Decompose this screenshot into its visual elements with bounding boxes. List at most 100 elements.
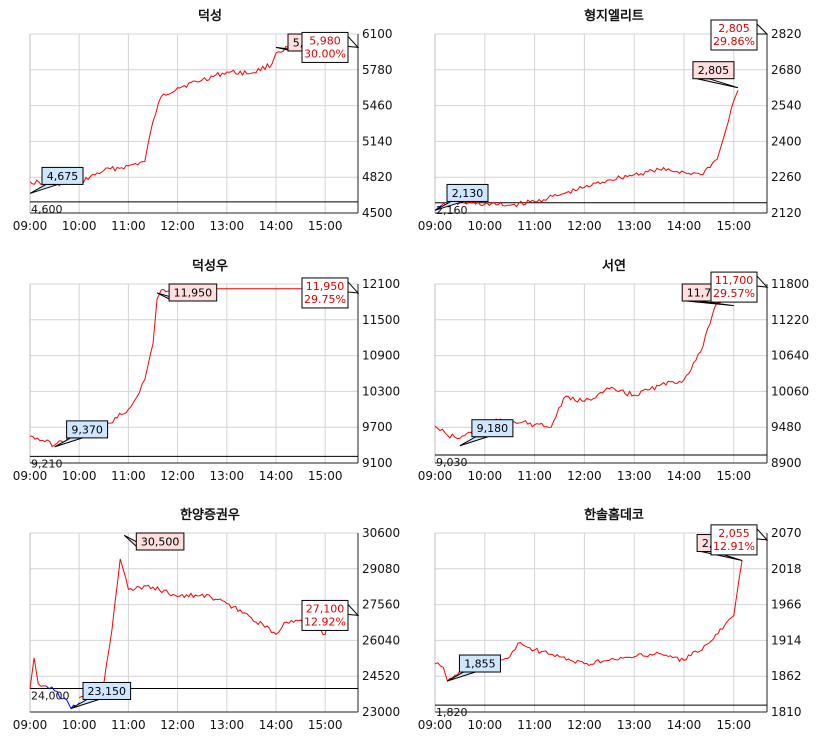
y-tick-label: 2260 — [771, 170, 802, 184]
x-tick-label: 14:00 — [667, 718, 702, 732]
x-tick-label: 11:00 — [111, 219, 146, 233]
x-tick-label: 10:00 — [62, 718, 97, 732]
callout-label: 23,150 — [88, 685, 127, 698]
price-tag-price: 11,950 — [306, 280, 345, 293]
y-tick-label: 4820 — [362, 170, 393, 184]
y-tick-label: 2680 — [771, 63, 802, 77]
callout-label: 1,855 — [464, 658, 496, 671]
x-tick-label: 09:00 — [418, 469, 453, 483]
price-tag-price: 27,100 — [306, 602, 345, 615]
x-tick-label: 11:00 — [517, 469, 552, 483]
callout-label: 11,950 — [174, 287, 213, 300]
chart-title: 덕성 — [198, 8, 222, 24]
price-tag-pointer — [756, 22, 769, 35]
x-tick-label: 13:00 — [210, 219, 245, 233]
series-line — [46, 685, 80, 710]
series-line — [29, 44, 342, 187]
price-tag-pointer — [347, 35, 360, 49]
x-tick-label: 09:00 — [418, 219, 453, 233]
price-tag-price: 2,805 — [718, 22, 750, 35]
series-line — [78, 558, 343, 699]
x-tick-label: 13:00 — [210, 718, 245, 732]
callout-pointer — [70, 698, 100, 709]
series-line — [434, 289, 743, 440]
price-tag-pointer — [347, 603, 360, 617]
y-tick-label: 1810 — [771, 705, 802, 719]
y-tick-label: 9700 — [362, 420, 393, 434]
x-tick-label: 11:00 — [517, 219, 552, 233]
x-tick-label: 14:00 — [667, 219, 702, 233]
chart-title: 덕성우 — [192, 258, 228, 274]
x-tick-label: 14:00 — [667, 469, 702, 483]
x-tick-label: 15:00 — [717, 469, 752, 483]
y-tick-label: 12100 — [362, 277, 400, 291]
chart-title: 한양증권우 — [180, 507, 240, 523]
x-tick-label: 13:00 — [617, 718, 652, 732]
x-tick-label: 12:00 — [160, 718, 195, 732]
x-tick-label: 10:00 — [468, 469, 503, 483]
y-tick-label: 11800 — [771, 277, 809, 291]
y-tick-label: 1914 — [771, 633, 802, 647]
price-tag-price: 2,055 — [718, 527, 750, 540]
high-callout — [168, 283, 218, 302]
y-tick-label: 2820 — [771, 27, 802, 41]
x-tick-label: 15:00 — [717, 718, 752, 732]
low-callout — [82, 681, 132, 700]
y-tick-label: 5140 — [362, 134, 393, 148]
x-tick-label: 11:00 — [517, 718, 552, 732]
price-tag-price: 11,700 — [715, 274, 754, 287]
x-tick-label: 09:00 — [13, 718, 48, 732]
price-tag-change: 12.91% — [713, 540, 755, 553]
chart-title: 형지엘리트 — [584, 8, 644, 24]
x-tick-label: 11:00 — [111, 469, 146, 483]
x-tick-label: 14:00 — [259, 469, 294, 483]
series-line — [441, 90, 739, 208]
price-tag-change: 29.86% — [713, 35, 755, 48]
price-tag-change: 29.57% — [713, 287, 755, 300]
x-tick-label: 10:00 — [468, 718, 503, 732]
chart-panel: 덕성 4,600 09:00 10:00 11:00 12:00 13:00 14:00 15:… — [13, 8, 393, 233]
y-tick-label: 5780 — [362, 63, 393, 77]
x-tick-label: 09:00 — [13, 469, 48, 483]
x-tick-label: 15:00 — [717, 219, 752, 233]
callout-label: 9,370 — [71, 423, 103, 436]
y-tick-label: 24520 — [362, 669, 400, 683]
callout-pointer — [29, 183, 59, 194]
baseline-label: 9,030 — [436, 456, 468, 469]
y-tick-label: 2120 — [771, 206, 802, 220]
y-tick-label: 4500 — [362, 206, 393, 220]
price-tag — [710, 19, 758, 51]
baseline-label: 1,820 — [436, 706, 468, 719]
y-tick-label: 2070 — [771, 526, 802, 540]
y-tick-label: 1966 — [771, 598, 802, 612]
x-tick-label: 15:00 — [308, 469, 343, 483]
x-tick-label: 09:00 — [418, 718, 453, 732]
y-tick-label: 10640 — [771, 349, 809, 363]
callout-label: 9,180 — [477, 422, 509, 435]
price-tag-change: 12.92% — [304, 615, 346, 628]
x-tick-label: 12:00 — [567, 219, 602, 233]
y-tick-label: 11220 — [771, 313, 809, 327]
y-tick-label: 29080 — [362, 562, 400, 576]
callout-pointer — [459, 436, 489, 447]
y-tick-label: 11500 — [362, 313, 400, 327]
x-tick-label: 12:00 — [160, 219, 195, 233]
price-tag — [301, 31, 349, 63]
callout-label: 4,675 — [47, 170, 79, 183]
callout-label: 30,500 — [141, 536, 180, 549]
y-tick-label: 1862 — [771, 669, 802, 683]
high-callout — [135, 532, 185, 551]
callout-pointer — [54, 437, 83, 448]
x-tick-label: 14:00 — [259, 219, 294, 233]
x-tick-label: 15:00 — [308, 219, 343, 233]
y-tick-label: 8900 — [771, 456, 802, 470]
x-tick-label: 09:00 — [13, 219, 48, 233]
y-tick-label: 9480 — [771, 420, 802, 434]
callout-pointer — [696, 78, 739, 89]
x-tick-label: 13:00 — [617, 469, 652, 483]
price-tag-pointer — [756, 527, 769, 541]
